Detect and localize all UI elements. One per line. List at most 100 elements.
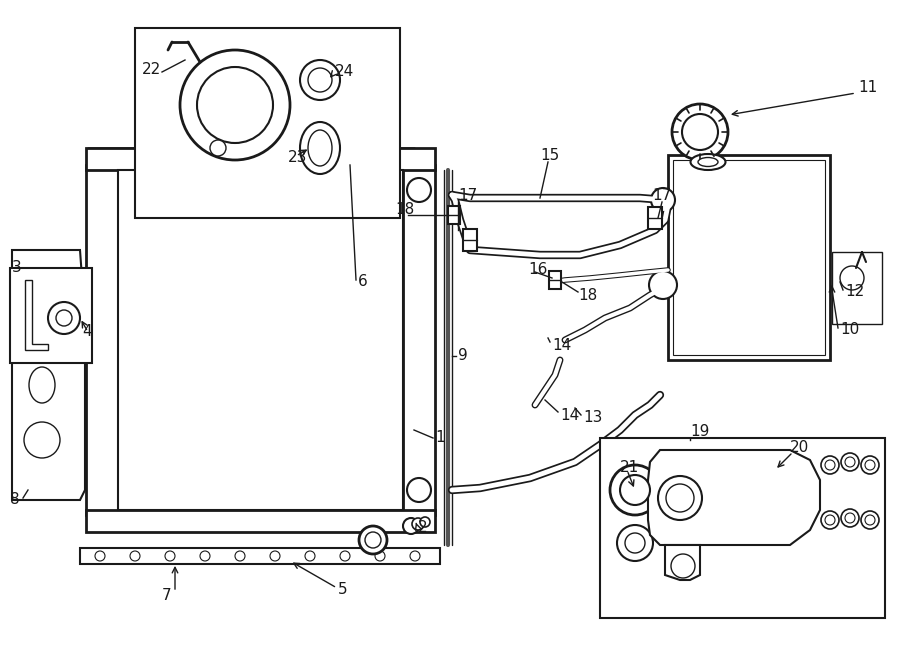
Bar <box>549 271 561 289</box>
Bar <box>448 206 460 224</box>
Text: 15: 15 <box>540 147 559 163</box>
Circle shape <box>365 532 381 548</box>
Circle shape <box>845 513 855 523</box>
Ellipse shape <box>698 157 718 167</box>
Circle shape <box>359 526 387 554</box>
Text: 21: 21 <box>620 461 639 475</box>
Circle shape <box>620 475 650 505</box>
Text: 14: 14 <box>560 407 580 422</box>
Circle shape <box>180 50 290 160</box>
Circle shape <box>375 551 385 561</box>
Circle shape <box>841 453 859 471</box>
Circle shape <box>672 104 728 160</box>
Circle shape <box>861 456 879 474</box>
Circle shape <box>840 266 864 290</box>
Circle shape <box>95 551 105 561</box>
Text: 9: 9 <box>458 348 468 362</box>
Circle shape <box>865 515 875 525</box>
Circle shape <box>130 551 140 561</box>
Circle shape <box>407 478 431 502</box>
Circle shape <box>861 511 879 529</box>
Bar <box>80 548 440 564</box>
Circle shape <box>658 476 702 520</box>
Circle shape <box>165 551 175 561</box>
Bar <box>832 252 882 324</box>
Text: 14: 14 <box>552 338 572 352</box>
Circle shape <box>412 518 424 530</box>
Circle shape <box>410 551 420 561</box>
Text: 7: 7 <box>162 588 172 602</box>
Text: 11: 11 <box>858 81 878 95</box>
Circle shape <box>825 460 835 470</box>
Circle shape <box>845 457 855 467</box>
Text: 2: 2 <box>418 520 428 535</box>
Circle shape <box>48 302 80 334</box>
Polygon shape <box>12 250 85 500</box>
Text: 17: 17 <box>458 188 477 202</box>
Circle shape <box>865 460 875 470</box>
Circle shape <box>56 310 72 326</box>
Bar <box>668 155 830 360</box>
Circle shape <box>617 525 653 561</box>
Circle shape <box>24 422 60 458</box>
Text: 23: 23 <box>288 151 308 165</box>
Circle shape <box>825 515 835 525</box>
Ellipse shape <box>29 367 55 403</box>
Ellipse shape <box>308 68 332 92</box>
Polygon shape <box>88 148 415 170</box>
Circle shape <box>625 533 645 553</box>
Bar <box>86 510 435 532</box>
Bar <box>20 285 42 313</box>
Circle shape <box>420 517 430 527</box>
Text: 19: 19 <box>690 424 709 440</box>
Circle shape <box>407 178 431 202</box>
Ellipse shape <box>308 130 332 166</box>
Text: 12: 12 <box>845 284 864 299</box>
Text: 13: 13 <box>583 410 602 426</box>
Polygon shape <box>665 545 700 580</box>
Text: 4: 4 <box>82 325 92 340</box>
Circle shape <box>666 484 694 512</box>
Circle shape <box>649 271 677 299</box>
Text: 6: 6 <box>358 274 368 290</box>
Text: 8: 8 <box>10 492 20 508</box>
Text: 18: 18 <box>578 288 598 303</box>
Circle shape <box>841 509 859 527</box>
Text: 10: 10 <box>840 323 860 338</box>
Text: 17: 17 <box>652 188 671 202</box>
Ellipse shape <box>300 60 340 100</box>
Bar <box>648 207 662 229</box>
Circle shape <box>235 551 245 561</box>
Polygon shape <box>25 280 48 350</box>
Circle shape <box>200 551 210 561</box>
Bar <box>118 170 403 510</box>
Circle shape <box>821 511 839 529</box>
Bar <box>403 165 435 515</box>
Text: 3: 3 <box>12 260 22 276</box>
Text: 18: 18 <box>395 202 414 217</box>
Circle shape <box>197 67 273 143</box>
Circle shape <box>22 329 54 361</box>
Circle shape <box>305 551 315 561</box>
Polygon shape <box>648 450 820 545</box>
Circle shape <box>210 140 226 156</box>
Text: 24: 24 <box>335 65 355 79</box>
Circle shape <box>682 114 718 150</box>
Text: 1: 1 <box>435 430 445 446</box>
Text: 20: 20 <box>790 440 809 455</box>
Bar <box>86 148 435 170</box>
Bar <box>463 229 477 251</box>
Ellipse shape <box>300 122 340 174</box>
Circle shape <box>403 518 419 534</box>
Bar <box>86 165 118 515</box>
Bar <box>135 28 400 218</box>
Text: 16: 16 <box>528 262 547 278</box>
Circle shape <box>340 551 350 561</box>
Text: 22: 22 <box>142 63 161 77</box>
Circle shape <box>651 188 675 212</box>
Circle shape <box>821 456 839 474</box>
Circle shape <box>671 554 695 578</box>
Circle shape <box>610 465 660 515</box>
Bar <box>10 268 92 363</box>
Circle shape <box>270 551 280 561</box>
